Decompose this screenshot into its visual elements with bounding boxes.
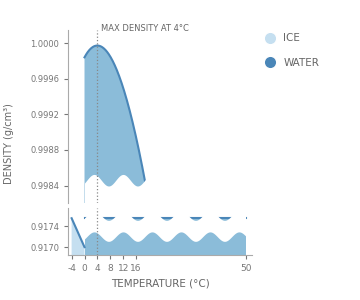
X-axis label: TEMPERATURE (°C): TEMPERATURE (°C) (111, 279, 210, 289)
Polygon shape (72, 218, 85, 255)
Text: DENSITY (g/cm³): DENSITY (g/cm³) (4, 103, 14, 184)
Text: MAX DENSITY AT 4°C: MAX DENSITY AT 4°C (100, 24, 189, 33)
Legend: ICE, WATER: ICE, WATER (265, 34, 319, 68)
